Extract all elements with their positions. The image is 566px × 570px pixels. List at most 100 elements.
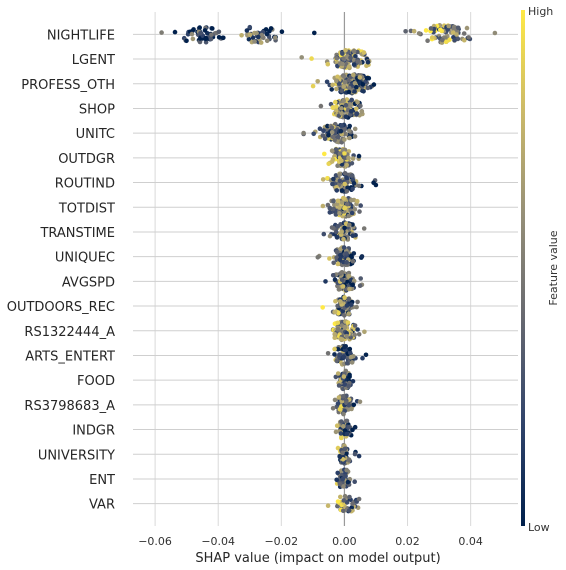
shap-point bbox=[335, 347, 341, 352]
shap-point bbox=[342, 446, 348, 452]
shap-point bbox=[349, 97, 355, 103]
shap-point bbox=[334, 78, 339, 84]
shap-point bbox=[332, 277, 338, 283]
shap-point bbox=[346, 402, 352, 408]
shap-point bbox=[342, 171, 348, 176]
shap-point bbox=[356, 332, 362, 337]
shap-point bbox=[334, 86, 339, 92]
shap-point bbox=[359, 254, 365, 259]
shap-point bbox=[352, 479, 358, 485]
shap-point bbox=[350, 259, 356, 264]
shap-point bbox=[357, 209, 362, 214]
shap-point bbox=[268, 26, 274, 31]
shap-point bbox=[358, 103, 363, 109]
shap-point bbox=[466, 35, 471, 40]
shap-point bbox=[330, 157, 336, 162]
shap-point bbox=[299, 55, 305, 60]
shap-point bbox=[325, 123, 330, 129]
shap-point bbox=[352, 134, 358, 139]
shap-point bbox=[347, 286, 352, 292]
shap-point bbox=[327, 210, 333, 215]
shap-point bbox=[322, 136, 328, 142]
shap-point bbox=[349, 360, 355, 365]
shap-point bbox=[333, 299, 338, 304]
shap-point bbox=[361, 89, 366, 94]
shap-point bbox=[332, 346, 337, 352]
feature-label: RS3798683_A bbox=[24, 399, 115, 414]
shap-point bbox=[334, 104, 339, 109]
shap-point bbox=[320, 177, 326, 182]
shap-point bbox=[317, 126, 323, 131]
shap-point bbox=[347, 424, 352, 430]
shap-point bbox=[332, 309, 338, 315]
shap-point bbox=[357, 399, 363, 405]
feature-label: AVGSPD bbox=[62, 275, 115, 290]
shap-point bbox=[327, 233, 333, 239]
shap-point bbox=[342, 493, 348, 499]
shap-point bbox=[330, 406, 336, 411]
shap-point bbox=[344, 54, 350, 59]
shap-point bbox=[350, 186, 355, 192]
shap-point bbox=[332, 137, 338, 143]
shap-point bbox=[411, 28, 417, 34]
shap-point bbox=[339, 337, 345, 342]
shap-point bbox=[438, 27, 443, 33]
shap-point bbox=[347, 494, 352, 500]
shap-point bbox=[492, 30, 498, 36]
shap-point bbox=[327, 256, 332, 261]
shap-point bbox=[189, 31, 195, 37]
points-layer bbox=[159, 23, 498, 514]
shap-point bbox=[216, 29, 222, 35]
shap-point bbox=[342, 344, 347, 350]
shap-point bbox=[350, 427, 355, 433]
shap-point bbox=[342, 127, 347, 132]
shap-point bbox=[159, 30, 164, 35]
shap-point bbox=[330, 273, 336, 278]
shap-point bbox=[330, 82, 335, 88]
shap-point bbox=[312, 30, 317, 36]
shap-point bbox=[252, 39, 257, 44]
shap-point bbox=[340, 476, 346, 482]
shap-point bbox=[332, 335, 338, 341]
shap-point bbox=[343, 48, 348, 53]
shap-point bbox=[358, 276, 364, 281]
shap-point bbox=[351, 62, 357, 67]
shap-point bbox=[334, 235, 340, 240]
shap-point bbox=[347, 372, 352, 378]
shap-point bbox=[258, 40, 264, 45]
shap-point bbox=[352, 126, 358, 132]
shap-point bbox=[330, 134, 336, 140]
shap-point bbox=[355, 59, 361, 64]
shap-point bbox=[462, 37, 467, 43]
shap-point bbox=[344, 418, 350, 424]
shap-point bbox=[336, 395, 342, 400]
shap-point bbox=[331, 176, 336, 182]
shap-point bbox=[445, 27, 451, 32]
shap-point bbox=[348, 354, 354, 360]
shap-point bbox=[337, 205, 342, 210]
shap-point bbox=[339, 111, 345, 116]
shap-point bbox=[210, 26, 215, 31]
shap-point bbox=[344, 360, 350, 366]
shap-point bbox=[355, 327, 360, 332]
shap-point bbox=[337, 454, 343, 460]
shap-point bbox=[344, 251, 349, 256]
shap-point bbox=[350, 233, 356, 238]
colorbar: High Low Feature value bbox=[521, 5, 560, 534]
feature-label: ROUTIND bbox=[55, 177, 115, 192]
shap-point bbox=[342, 151, 347, 156]
shap-point bbox=[454, 32, 459, 37]
shap-point bbox=[333, 173, 339, 178]
shap-point bbox=[337, 178, 343, 184]
shap-point bbox=[334, 255, 339, 260]
shap-point bbox=[334, 358, 340, 364]
shap-point bbox=[331, 225, 336, 231]
shap-point bbox=[264, 38, 270, 44]
shap-point bbox=[324, 79, 330, 85]
shap-point bbox=[340, 61, 345, 67]
shap-point bbox=[250, 35, 256, 40]
shap-point bbox=[350, 156, 356, 161]
shap-point bbox=[335, 401, 341, 406]
shap-point bbox=[361, 50, 367, 55]
